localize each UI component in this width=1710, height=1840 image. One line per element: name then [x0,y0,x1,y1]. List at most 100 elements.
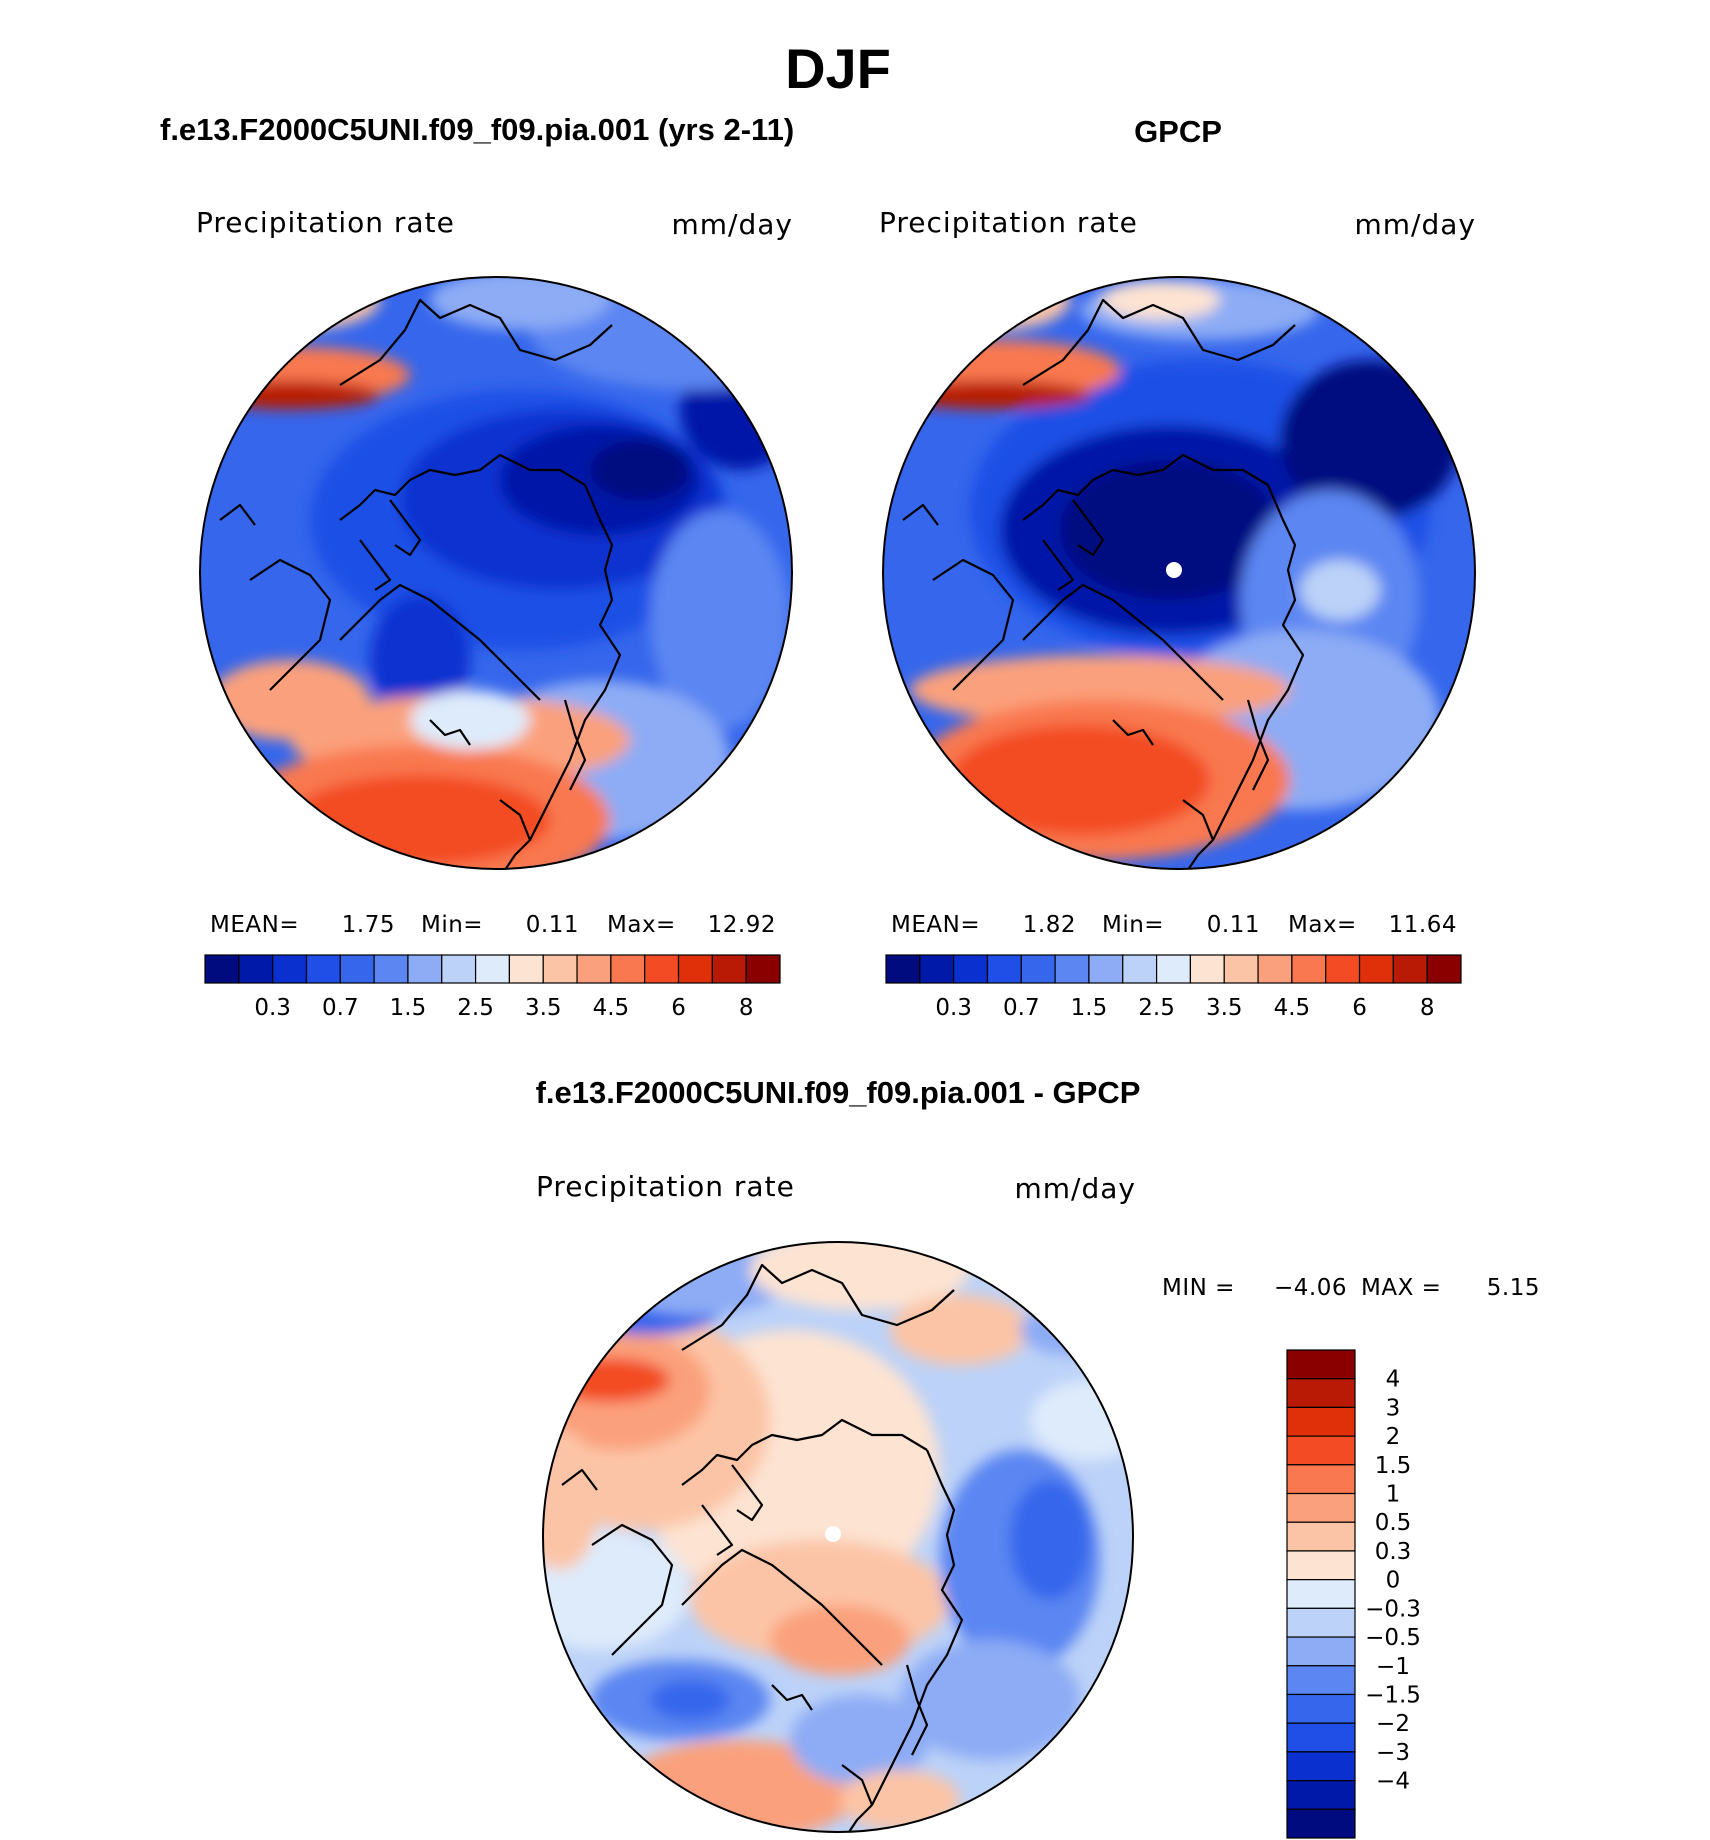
obs-colorbar-tick-label: 4.5 [1274,995,1311,1021]
model-colorbar-box [272,954,308,984]
obs-colorbar-box [1358,954,1394,984]
diff-min-label: MIN = [1162,1275,1235,1301]
diff-colorbar-tick-label: 1.5 [1375,1453,1412,1479]
model-colorbar-tick-label: 1.5 [390,995,427,1021]
obs-colorbar-tick-label: 3.5 [1206,995,1243,1021]
obs-colorbar-tick-label: 6 [1352,995,1367,1021]
diff-colorbar-tick-label: 0.3 [1375,1539,1412,1565]
diff-variable-label: Precipitation rate [536,1170,795,1203]
model-colorbar-box [508,954,544,984]
model-max-value: 12.92 [708,912,776,938]
diff-colorbar-tick-label: 3 [1386,1395,1401,1421]
obs-colorbar-box [1054,954,1090,984]
model-colorbar-box [745,954,781,984]
diff-min-value: −4.06 [1274,1275,1347,1301]
diff-colorbar-box [1286,1550,1356,1581]
diff-colorbar-box [1286,1808,1356,1839]
model-colorbar-tick-label: 4.5 [593,995,630,1021]
diff-panel-title: f.e13.F2000C5UNI.f09_f09.pia.001 - GPCP [536,1075,1141,1110]
obs-colorbar-tick-label: 0.3 [935,995,972,1021]
model-polar-map [199,276,793,870]
diff-colorbar-box [1286,1492,1356,1523]
diff-colorbar-box [1286,1722,1356,1753]
obs-mean-value: 1.82 [1023,912,1076,938]
page-title: DJF [785,37,891,100]
diff-colorbar-tick-label: −0.3 [1365,1596,1421,1622]
diff-max-label: MAX = [1361,1275,1441,1301]
diff-colorbar-tick-label: −0.5 [1365,1625,1421,1651]
diff-pole-marker [825,1526,841,1542]
diff-colorbar-box [1286,1378,1356,1409]
diff-polar-map [542,1241,1134,1833]
diff-colorbar-tick-label: 2 [1386,1424,1401,1450]
model-units-label: mm/day [672,208,794,241]
model-mean-label: MEAN= [210,912,299,938]
obs-colorbar-box [1291,954,1327,984]
diff-colorbar-box [1286,1779,1356,1810]
model-colorbar-tick-label: 6 [671,995,686,1021]
diff-colorbar-tick-label: −4 [1376,1769,1410,1795]
diff-field [543,1242,1133,1832]
diff-colorbar-tick-label: 1 [1386,1482,1401,1508]
obs-colorbar-box [1020,954,1056,984]
diff-colorbar-tick-label: 4 [1386,1367,1401,1393]
model-colorbar-box [576,954,612,984]
model-panel-title: f.e13.F2000C5UNI.f09_f09.pia.001 (yrs 2-… [160,112,794,147]
diff-colorbar-box [1286,1464,1356,1495]
model-colorbar-box [407,954,443,984]
model-colorbar-tick-label: 2.5 [457,995,494,1021]
obs-colorbar-box [885,954,921,984]
model-variable-label: Precipitation rate [196,206,455,239]
diff-colorbar-tick-label: −2 [1376,1711,1410,1737]
obs-colorbar-box [1223,954,1259,984]
obs-min-label: Min= [1102,912,1164,938]
obs-colorbar-box [1257,954,1293,984]
model-colorbar-box [677,954,713,984]
obs-colorbar-box [1088,954,1124,984]
obs-colorbar-tick-label: 8 [1420,995,1435,1021]
obs-colorbar-box [1392,954,1428,984]
model-colorbar: 0.3 0.7 1.5 2.5 3.5 4.5 6 8 [204,954,781,1021]
model-colorbar-tick-label: 8 [739,995,754,1021]
model-min-value: 0.11 [526,912,579,938]
model-mean-value: 1.75 [342,912,395,938]
model-colorbar-box [305,954,341,984]
diff-colorbar-box [1286,1579,1356,1609]
obs-colorbar-box [1189,954,1225,984]
model-colorbar-box [238,954,274,984]
model-max-label: Max= [607,912,676,938]
diff-colorbar-box [1286,1665,1356,1696]
model-colorbar-box [474,954,511,984]
model-colorbar-tick-label: 0.7 [322,995,359,1021]
obs-variable-label: Precipitation rate [879,206,1138,239]
diff-colorbar-tick-label: −1 [1376,1654,1410,1680]
obs-colorbar-tick-label: 0.7 [1003,995,1040,1021]
model-colorbar-box [204,954,240,984]
diff-colorbar-box [1286,1693,1356,1724]
model-min-label: Min= [421,912,483,938]
model-colorbar-box [339,954,375,984]
obs-panel-title: GPCP [1134,114,1222,149]
obs-colorbar-box [953,954,989,984]
obs-max-value: 11.64 [1389,912,1457,938]
model-stats: MEAN= 1.75 Min= 0.11 Max= 12.92 [210,912,776,938]
diff-colorbar-tick-label: −1.5 [1365,1682,1421,1708]
obs-colorbar-box [1426,954,1462,984]
diff-colorbar-box [1286,1521,1356,1552]
obs-colorbar-box [1325,954,1361,984]
obs-max-label: Max= [1288,912,1357,938]
model-field [200,277,792,869]
diff-colorbar-box [1286,1751,1356,1782]
model-colorbar-box [373,954,409,984]
diff-colorbar-tick-label: 0 [1386,1568,1401,1594]
obs-mean-label: MEAN= [891,912,980,938]
model-colorbar-box [610,954,646,984]
diff-colorbar-box [1286,1406,1356,1437]
diff-max-value: 5.15 [1487,1275,1540,1301]
diff-colorbar-box [1286,1349,1356,1380]
obs-stats: MEAN= 1.82 Min= 0.11 Max= 11.64 [891,912,1457,938]
obs-colorbar-tick-label: 2.5 [1138,995,1175,1021]
diff-colorbar: 43 2 1.5 10.5 0.3 0−0.3 −0.5 −1−1.5 −2 −3 −4 [1286,1349,1421,1839]
model-colorbar-tick-label: 0.3 [254,995,291,1021]
